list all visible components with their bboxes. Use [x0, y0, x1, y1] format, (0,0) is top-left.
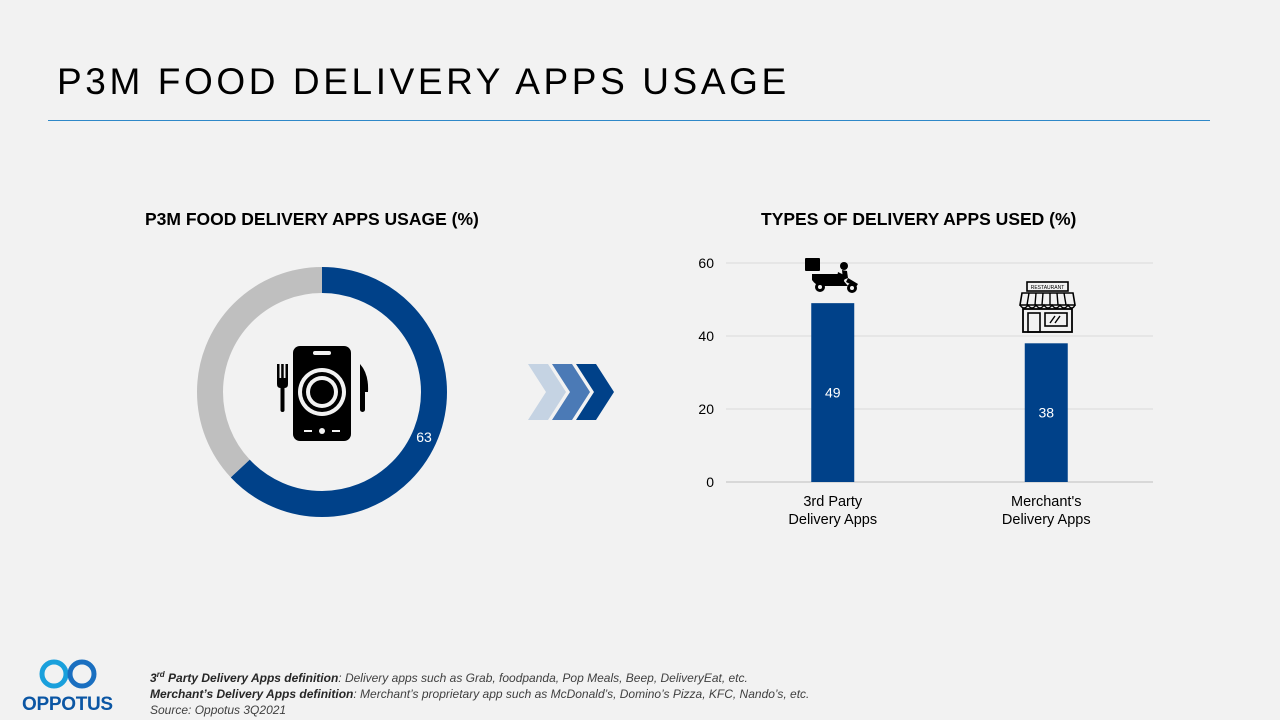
- footnote-third-party-text: : Delivery apps such as Grab, foodpanda,…: [338, 671, 748, 685]
- footnote-merchant-text: : Merchant’s proprietary app such as McD…: [353, 687, 810, 701]
- y-tick-label: 0: [706, 474, 714, 490]
- y-tick-label: 40: [698, 328, 714, 344]
- donut-value-label: 63: [416, 429, 432, 445]
- footnote-merchant: Merchant’s Delivery Apps definition: Mer…: [150, 686, 809, 702]
- oppotus-logo: [39, 659, 97, 689]
- svg-text:RESTAURANT: RESTAURANT: [1031, 285, 1065, 291]
- footnote-third-party: 3rd Party Delivery Apps definition: Deli…: [150, 667, 809, 686]
- restaurant-storefront-icon: RESTAURANT: [1019, 281, 1076, 333]
- page-title: P3M FOOD DELIVERY APPS USAGE: [57, 61, 790, 102]
- scooter-delivery-icon: [805, 258, 858, 293]
- chevron-dark-icon: [576, 364, 614, 420]
- chevron-arrows: [528, 364, 614, 420]
- category-label: Delivery Apps: [788, 512, 877, 528]
- y-tick-label: 60: [698, 255, 714, 271]
- category-label: 3rd Party: [803, 494, 863, 510]
- category-label: Merchant's: [1011, 494, 1081, 510]
- phone-food-icon: [277, 346, 369, 441]
- brand-name: OPPOTUS: [22, 694, 113, 715]
- bar-value-label: 49: [825, 385, 841, 401]
- footnote-merchant-term: Merchant’s Delivery Apps definition: [150, 687, 354, 701]
- bar-chart-title: TYPES OF DELIVERY APPS USED (%): [761, 209, 1077, 229]
- footnote-superscript: rd: [156, 670, 165, 679]
- bar-value-label: 38: [1038, 405, 1054, 421]
- title-divider: [48, 120, 1210, 121]
- donut-segment-1: [197, 267, 447, 517]
- footnote-number: 3: [150, 671, 157, 685]
- chevron-mid-icon: [552, 364, 590, 420]
- footnotes: 3rd Party Delivery Apps definition: Deli…: [150, 667, 809, 718]
- category-label: Delivery Apps: [1002, 512, 1091, 528]
- chevron-light-icon: [528, 364, 566, 420]
- y-tick-label: 20: [698, 401, 714, 417]
- bar-1: [1024, 343, 1068, 482]
- bar-0: [811, 303, 855, 482]
- footnote-third-party-term: Party Delivery Apps definition: [164, 671, 339, 685]
- source-note: Source: Oppotus 3Q2021: [150, 703, 287, 717]
- donut-chart-title: P3M FOOD DELIVERY APPS USAGE (%): [145, 209, 479, 229]
